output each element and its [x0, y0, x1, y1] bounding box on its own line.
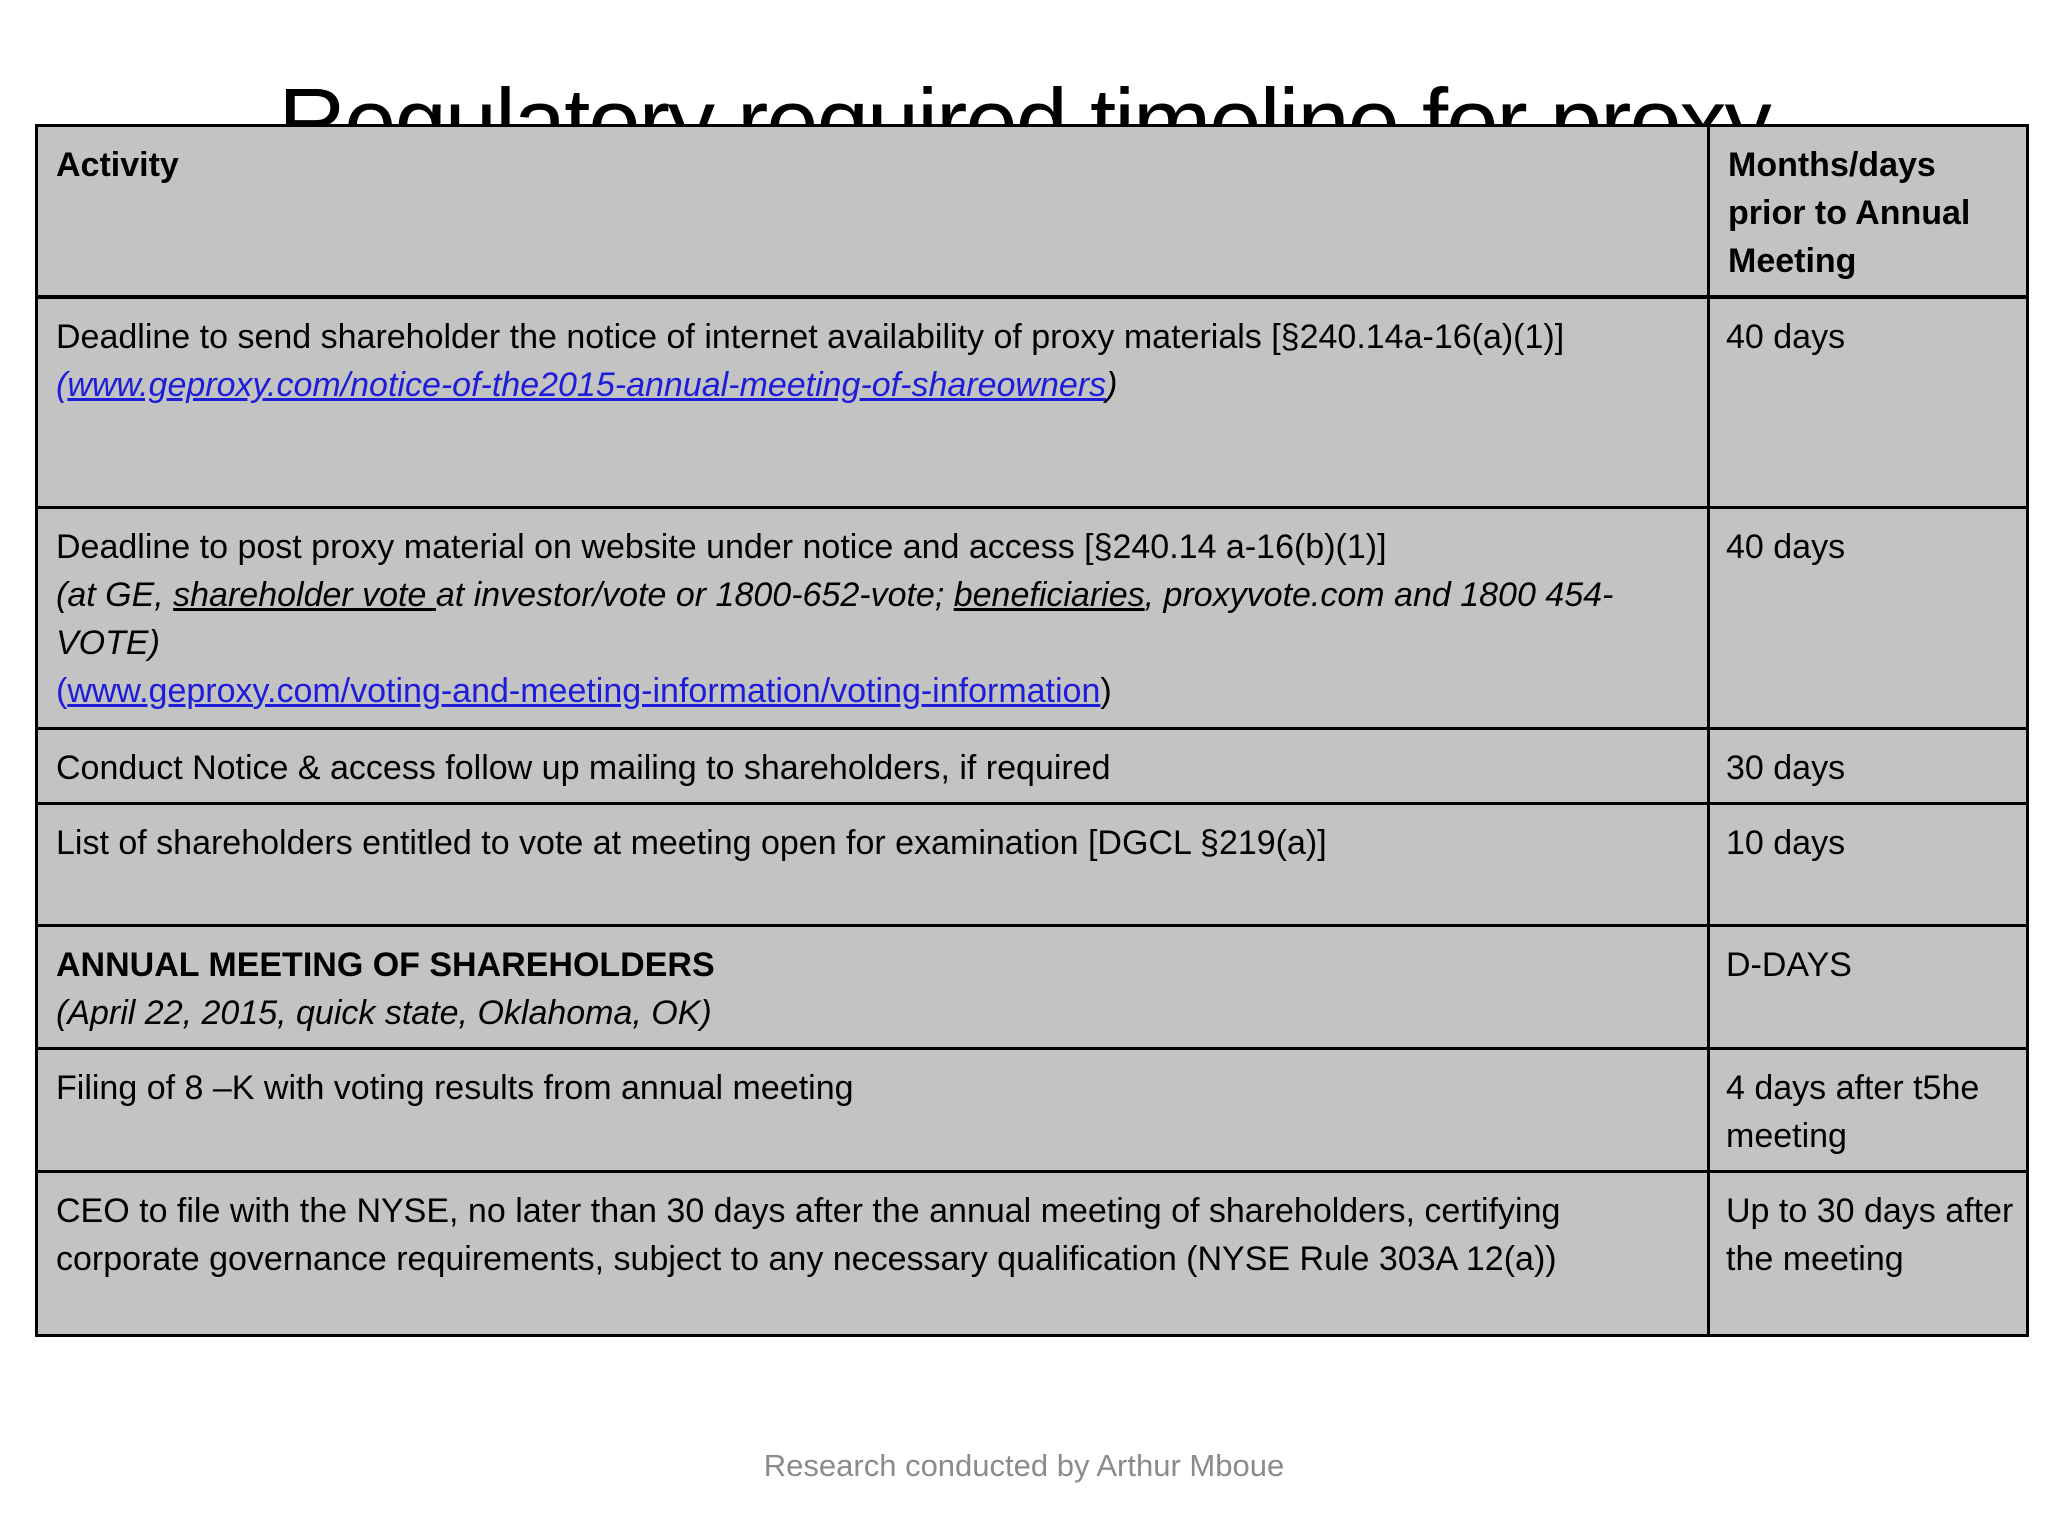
voting-information-link[interactable]: www.geproxy.com/voting-and-meeting-infor… [67, 671, 1101, 710]
activity-cell: CEO to file with the NYSE, no later than… [35, 1169, 1710, 1337]
close-paren: ) [1100, 671, 1112, 710]
table-row: List of shareholders entitled to vote at… [35, 801, 2029, 927]
activity-heading: ANNUAL MEETING OF SHAREHOLDERS [56, 945, 715, 984]
duration-cell: Up to 30 days after the meeting [1707, 1169, 2029, 1337]
activity-cell: Deadline to send shareholder the notice … [35, 295, 1710, 509]
table-row: Deadline to post proxy material on websi… [35, 505, 2029, 730]
duration-cell: 10 days [1707, 801, 2029, 927]
duration-cell: D-DAYS [1707, 923, 2029, 1050]
proxy-notice-link[interactable]: www.geproxy.com/notice-of-the2015-annual… [67, 366, 1107, 404]
close-paren: ) [1106, 366, 1118, 404]
column-header-activity: Activity [35, 124, 1710, 299]
note-text: (at GE, [56, 575, 174, 614]
timeline-table: Activity Months/days prior to Annual Mee… [35, 124, 2029, 1337]
table-row: ANNUAL MEETING OF SHAREHOLDERS (April 22… [35, 923, 2029, 1050]
note-text: at investor/vote or 1800-652-vote; [435, 575, 954, 614]
activity-cell: ANNUAL MEETING OF SHAREHOLDERS (April 22… [35, 923, 1710, 1050]
underlined-phrase: beneficiaries [953, 575, 1145, 614]
open-paren: ( [56, 366, 68, 404]
activity-cell: Filing of 8 –K with voting results from … [35, 1046, 1710, 1173]
duration-cell: 4 days after t5he meeting [1707, 1046, 2029, 1173]
activity-cell: Conduct Notice & access follow up mailin… [35, 726, 1710, 805]
duration-cell: 40 days [1707, 505, 2029, 730]
activity-cell: Deadline to post proxy material on websi… [35, 505, 1710, 730]
table-row: Deadline to send shareholder the notice … [35, 295, 2029, 509]
underlined-phrase: shareholder vote [173, 575, 436, 614]
open-paren: ( [56, 671, 68, 710]
activity-text: Deadline to send shareholder the notice … [56, 318, 1565, 356]
table-header-row: Activity Months/days prior to Annual Mee… [35, 124, 2029, 299]
column-header-duration: Months/days prior to Annual Meeting [1707, 124, 2029, 299]
footer-credit: Research conducted by Arthur Mboue [763, 1448, 1285, 1483]
activity-note: (at GE, shareholder vote at investor/vot… [56, 571, 1689, 667]
table-row: CEO to file with the NYSE, no later than… [35, 1169, 2029, 1337]
duration-cell: 40 days [1707, 295, 2029, 509]
activity-text: Deadline to post proxy material on websi… [56, 527, 1387, 566]
table-row: Filing of 8 –K with voting results from … [35, 1046, 2029, 1173]
table-row: Conduct Notice & access follow up mailin… [35, 726, 2029, 805]
duration-cell: 30 days [1707, 726, 2029, 805]
note-text: , proxyvote.com and 1800 454-VOTE) [56, 575, 1614, 662]
activity-cell: List of shareholders entitled to vote at… [35, 801, 1710, 927]
activity-note: (April 22, 2015, quick state, Oklahoma, … [56, 993, 712, 1032]
